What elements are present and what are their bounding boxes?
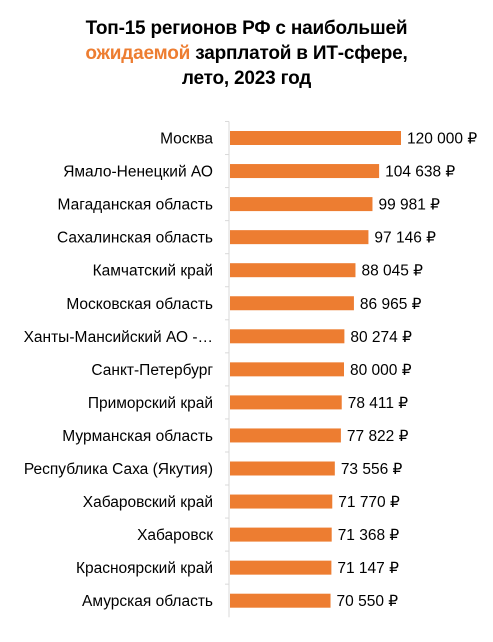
data-label: 71 147 ₽ bbox=[337, 560, 399, 577]
bar bbox=[230, 593, 331, 608]
category-label: Московская область bbox=[66, 296, 213, 313]
data-label: 71 368 ₽ bbox=[338, 527, 400, 544]
category-label: Магаданская область bbox=[58, 197, 213, 214]
title-highlight: ожидаемой bbox=[85, 43, 191, 64]
title-line-1: Топ-15 регионов РФ с наибольшей bbox=[85, 18, 408, 39]
category-label: Ханты-Мансийский АО -… bbox=[24, 329, 213, 346]
data-label: 97 146 ₽ bbox=[374, 230, 436, 247]
bar bbox=[230, 164, 380, 179]
data-label: 80 274 ₽ bbox=[350, 329, 412, 346]
category-label: Москва bbox=[160, 131, 213, 148]
title-line-3: лето, 2023 год bbox=[181, 68, 312, 89]
category-label: Мурманская область bbox=[62, 428, 213, 445]
data-label: 77 822 ₽ bbox=[347, 428, 409, 445]
bar bbox=[230, 527, 332, 542]
data-label: 73 556 ₽ bbox=[341, 461, 403, 478]
category-label: Сахалинская область bbox=[57, 230, 213, 247]
category-label: Санкт-Петербург bbox=[91, 362, 213, 379]
data-label: 86 965 ₽ bbox=[360, 296, 422, 313]
bar bbox=[230, 131, 401, 145]
bar bbox=[230, 461, 335, 476]
bar bbox=[230, 494, 333, 509]
bar bbox=[230, 395, 342, 410]
category-label: Амурская область bbox=[82, 593, 213, 610]
data-label: 104 638 ₽ bbox=[385, 164, 455, 181]
category-label: Камчатский край bbox=[93, 263, 213, 280]
data-label: 78 411 ₽ bbox=[348, 395, 409, 412]
data-label: 71 770 ₽ bbox=[338, 494, 400, 511]
title-line-2: ожидаемой зарплатой в ИТ-сфере, bbox=[0, 41, 493, 66]
data-label: 120 000 ₽ bbox=[407, 131, 477, 148]
data-label: 99 981 ₽ bbox=[378, 197, 440, 214]
data-label: 70 550 ₽ bbox=[337, 593, 399, 610]
bar bbox=[230, 428, 341, 443]
chart-title: Топ-15 регионов РФ с наибольшей ожидаемо… bbox=[0, 16, 493, 91]
bar bbox=[230, 197, 373, 212]
category-label: Хабаровский край bbox=[83, 494, 213, 511]
category-label: Приморский край bbox=[88, 395, 213, 412]
data-label: 80 000 ₽ bbox=[350, 362, 412, 379]
bar bbox=[230, 263, 356, 278]
bar bbox=[230, 296, 354, 311]
category-label: Красноярский край bbox=[76, 560, 213, 577]
bar bbox=[230, 329, 345, 344]
category-label: Республика Саха (Якутия) bbox=[24, 461, 213, 478]
data-label: 88 045 ₽ bbox=[361, 263, 423, 280]
bar bbox=[230, 230, 369, 245]
category-label: Ямало-Ненецкий АО bbox=[63, 164, 213, 181]
bar bbox=[230, 362, 344, 377]
bar bbox=[230, 560, 332, 575]
title-line-2-rest: зарплатой в ИТ-сфере, bbox=[190, 43, 408, 64]
category-label: Хабаровск bbox=[137, 527, 213, 544]
